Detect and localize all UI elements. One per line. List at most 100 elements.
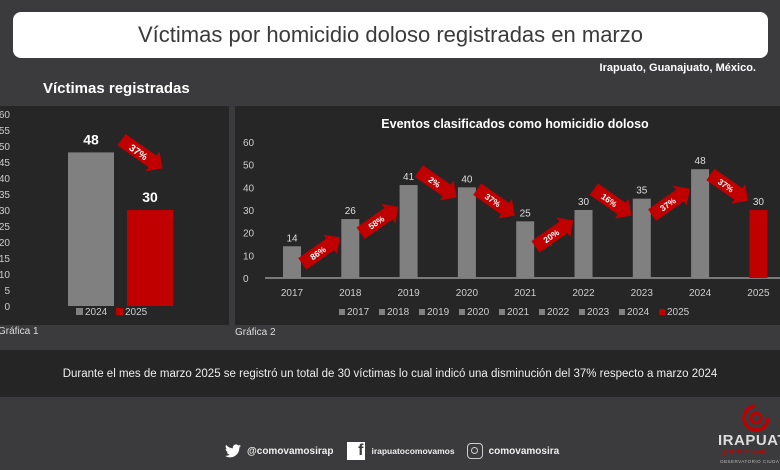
summary-box: Durante el mes de marzo 2025 se registró… bbox=[0, 350, 780, 397]
instagram-handle[interactable]: comovamosira bbox=[488, 445, 560, 457]
y-tick-label: 10 bbox=[0, 270, 10, 281]
change-arrow: 37% bbox=[706, 168, 749, 204]
legend-label: 2024 bbox=[627, 307, 650, 318]
summary-text: Durante el mes de marzo 2025 se registró… bbox=[62, 367, 718, 380]
facebook-icon[interactable]: f bbox=[347, 442, 366, 460]
data-label: 41 bbox=[403, 172, 415, 183]
change-arrow: 16% bbox=[589, 183, 632, 219]
arrow-shape bbox=[589, 183, 632, 219]
twitter-handle[interactable]: @comovamosirap bbox=[247, 445, 334, 457]
y-tick-label: 0 bbox=[4, 302, 10, 313]
legend-swatch bbox=[499, 309, 505, 315]
location-label: Irapuato, Guanajuato, México. bbox=[599, 62, 756, 74]
social-footer: @comovamosirap f irapuatocomovamos comov… bbox=[225, 442, 559, 460]
y-tick-label: 45 bbox=[0, 158, 10, 169]
bar-2023 bbox=[632, 198, 651, 278]
legend-label: 2017 bbox=[347, 307, 370, 318]
legend-swatch bbox=[116, 308, 123, 315]
data-label: 30 bbox=[578, 197, 590, 208]
bar-2025 bbox=[749, 210, 768, 278]
x-tick-label: 2023 bbox=[631, 288, 654, 299]
page-title: Víctimas por homicidio doloso registrada… bbox=[137, 22, 643, 47]
x-tick-label: 2021 bbox=[514, 288, 537, 299]
legend-label: 2025 bbox=[667, 307, 690, 318]
arrow-shape bbox=[298, 234, 340, 270]
bar-2019 bbox=[399, 185, 418, 278]
data-label: 40 bbox=[461, 174, 473, 185]
title-banner: Víctimas por homicidio doloso registrada… bbox=[13, 12, 768, 58]
section-title: Víctimas registradas bbox=[43, 80, 190, 97]
x-tick-label: 2024 bbox=[689, 288, 712, 299]
change-arrow: 58% bbox=[356, 203, 399, 239]
arrow-shape bbox=[648, 185, 690, 221]
legend-swatch bbox=[579, 309, 585, 315]
data-label: 48 bbox=[695, 156, 707, 167]
y-tick-label: 40 bbox=[243, 183, 255, 194]
y-tick-label: 20 bbox=[0, 238, 10, 249]
legend-label: 2019 bbox=[427, 307, 450, 318]
arrow-shape bbox=[356, 203, 399, 239]
chart-panel-2: Eventos clasificados como homicidio dolo… bbox=[235, 106, 780, 325]
bar-2025 bbox=[127, 210, 173, 306]
bar-2021 bbox=[516, 221, 535, 278]
legend-label: 2022 bbox=[547, 307, 570, 318]
data-label: 30 bbox=[142, 189, 158, 205]
legend-swatch bbox=[619, 309, 625, 315]
arrow-shape bbox=[473, 183, 515, 219]
bar-2017 bbox=[283, 246, 301, 278]
data-label: 30 bbox=[753, 197, 765, 208]
arrow-shape bbox=[706, 168, 749, 204]
y-tick-label: 5 bbox=[4, 286, 10, 297]
y-tick-label: 50 bbox=[0, 142, 10, 153]
arrow-shape bbox=[531, 217, 574, 253]
legend-swatch bbox=[76, 308, 83, 315]
change-arrow: 2% bbox=[414, 165, 457, 201]
y-tick-label: 50 bbox=[243, 161, 255, 172]
instagram-icon[interactable] bbox=[466, 443, 483, 459]
data-label: 35 bbox=[636, 186, 648, 197]
y-tick-label: 10 bbox=[243, 251, 255, 262]
legend-label: 2018 bbox=[387, 307, 410, 318]
legend-swatch bbox=[539, 309, 545, 315]
y-tick-label: 60 bbox=[243, 138, 255, 149]
arrow-shape bbox=[414, 165, 457, 201]
y-tick-label: 30 bbox=[243, 206, 255, 217]
bar-2022 bbox=[574, 210, 593, 278]
logo-line-1: IRAPUAT bbox=[718, 432, 780, 449]
chart-caption-1: Gráfica 1 bbox=[0, 326, 39, 337]
legend-swatch bbox=[379, 309, 385, 315]
change-arrow: 37% bbox=[117, 133, 163, 172]
arrow-shape bbox=[117, 133, 163, 172]
change-arrow: 37% bbox=[648, 185, 690, 221]
observatory-logo: IRAPUAT ¿CÓMO VAM OBSERVATORIO CIUDA bbox=[716, 402, 780, 470]
change-arrow: 20% bbox=[531, 217, 574, 253]
legend-label: 2025 bbox=[125, 307, 148, 318]
data-label: 26 bbox=[345, 206, 357, 217]
bar-2018 bbox=[341, 219, 360, 278]
logo-line-3: OBSERVATORIO CIUDA bbox=[720, 459, 780, 464]
legend-swatch bbox=[659, 309, 665, 315]
y-tick-label: 40 bbox=[0, 174, 10, 185]
bar-2020 bbox=[457, 187, 476, 278]
y-tick-label: 0 bbox=[243, 274, 249, 285]
twitter-icon[interactable] bbox=[225, 444, 241, 458]
y-tick-label: 25 bbox=[0, 222, 10, 233]
legend-label: 2020 bbox=[467, 307, 490, 318]
bar-2024 bbox=[691, 169, 710, 278]
facebook-handle[interactable]: irapuatocomovamos bbox=[371, 446, 455, 456]
logo-mark-icon bbox=[742, 404, 770, 432]
change-arrow: 86% bbox=[298, 234, 340, 270]
y-tick-label: 30 bbox=[0, 206, 10, 217]
x-tick-label: 2019 bbox=[397, 288, 420, 299]
x-tick-label: 2017 bbox=[281, 288, 304, 299]
y-tick-label: 15 bbox=[0, 254, 10, 265]
x-tick-label: 2022 bbox=[572, 288, 595, 299]
y-tick-label: 55 bbox=[0, 126, 10, 137]
chart-panel-1: 0 5 10 15 20 25 30 35 40 45 50 55 60 48 30 37% 2024 2025 bbox=[0, 106, 229, 325]
legend-label: 2024 bbox=[85, 307, 108, 318]
legend-label: 2023 bbox=[587, 307, 610, 318]
events-chart: Eventos clasificados como homicidio dolo… bbox=[243, 117, 780, 318]
legend-swatch bbox=[459, 309, 465, 315]
x-tick-label: 2018 bbox=[339, 288, 362, 299]
